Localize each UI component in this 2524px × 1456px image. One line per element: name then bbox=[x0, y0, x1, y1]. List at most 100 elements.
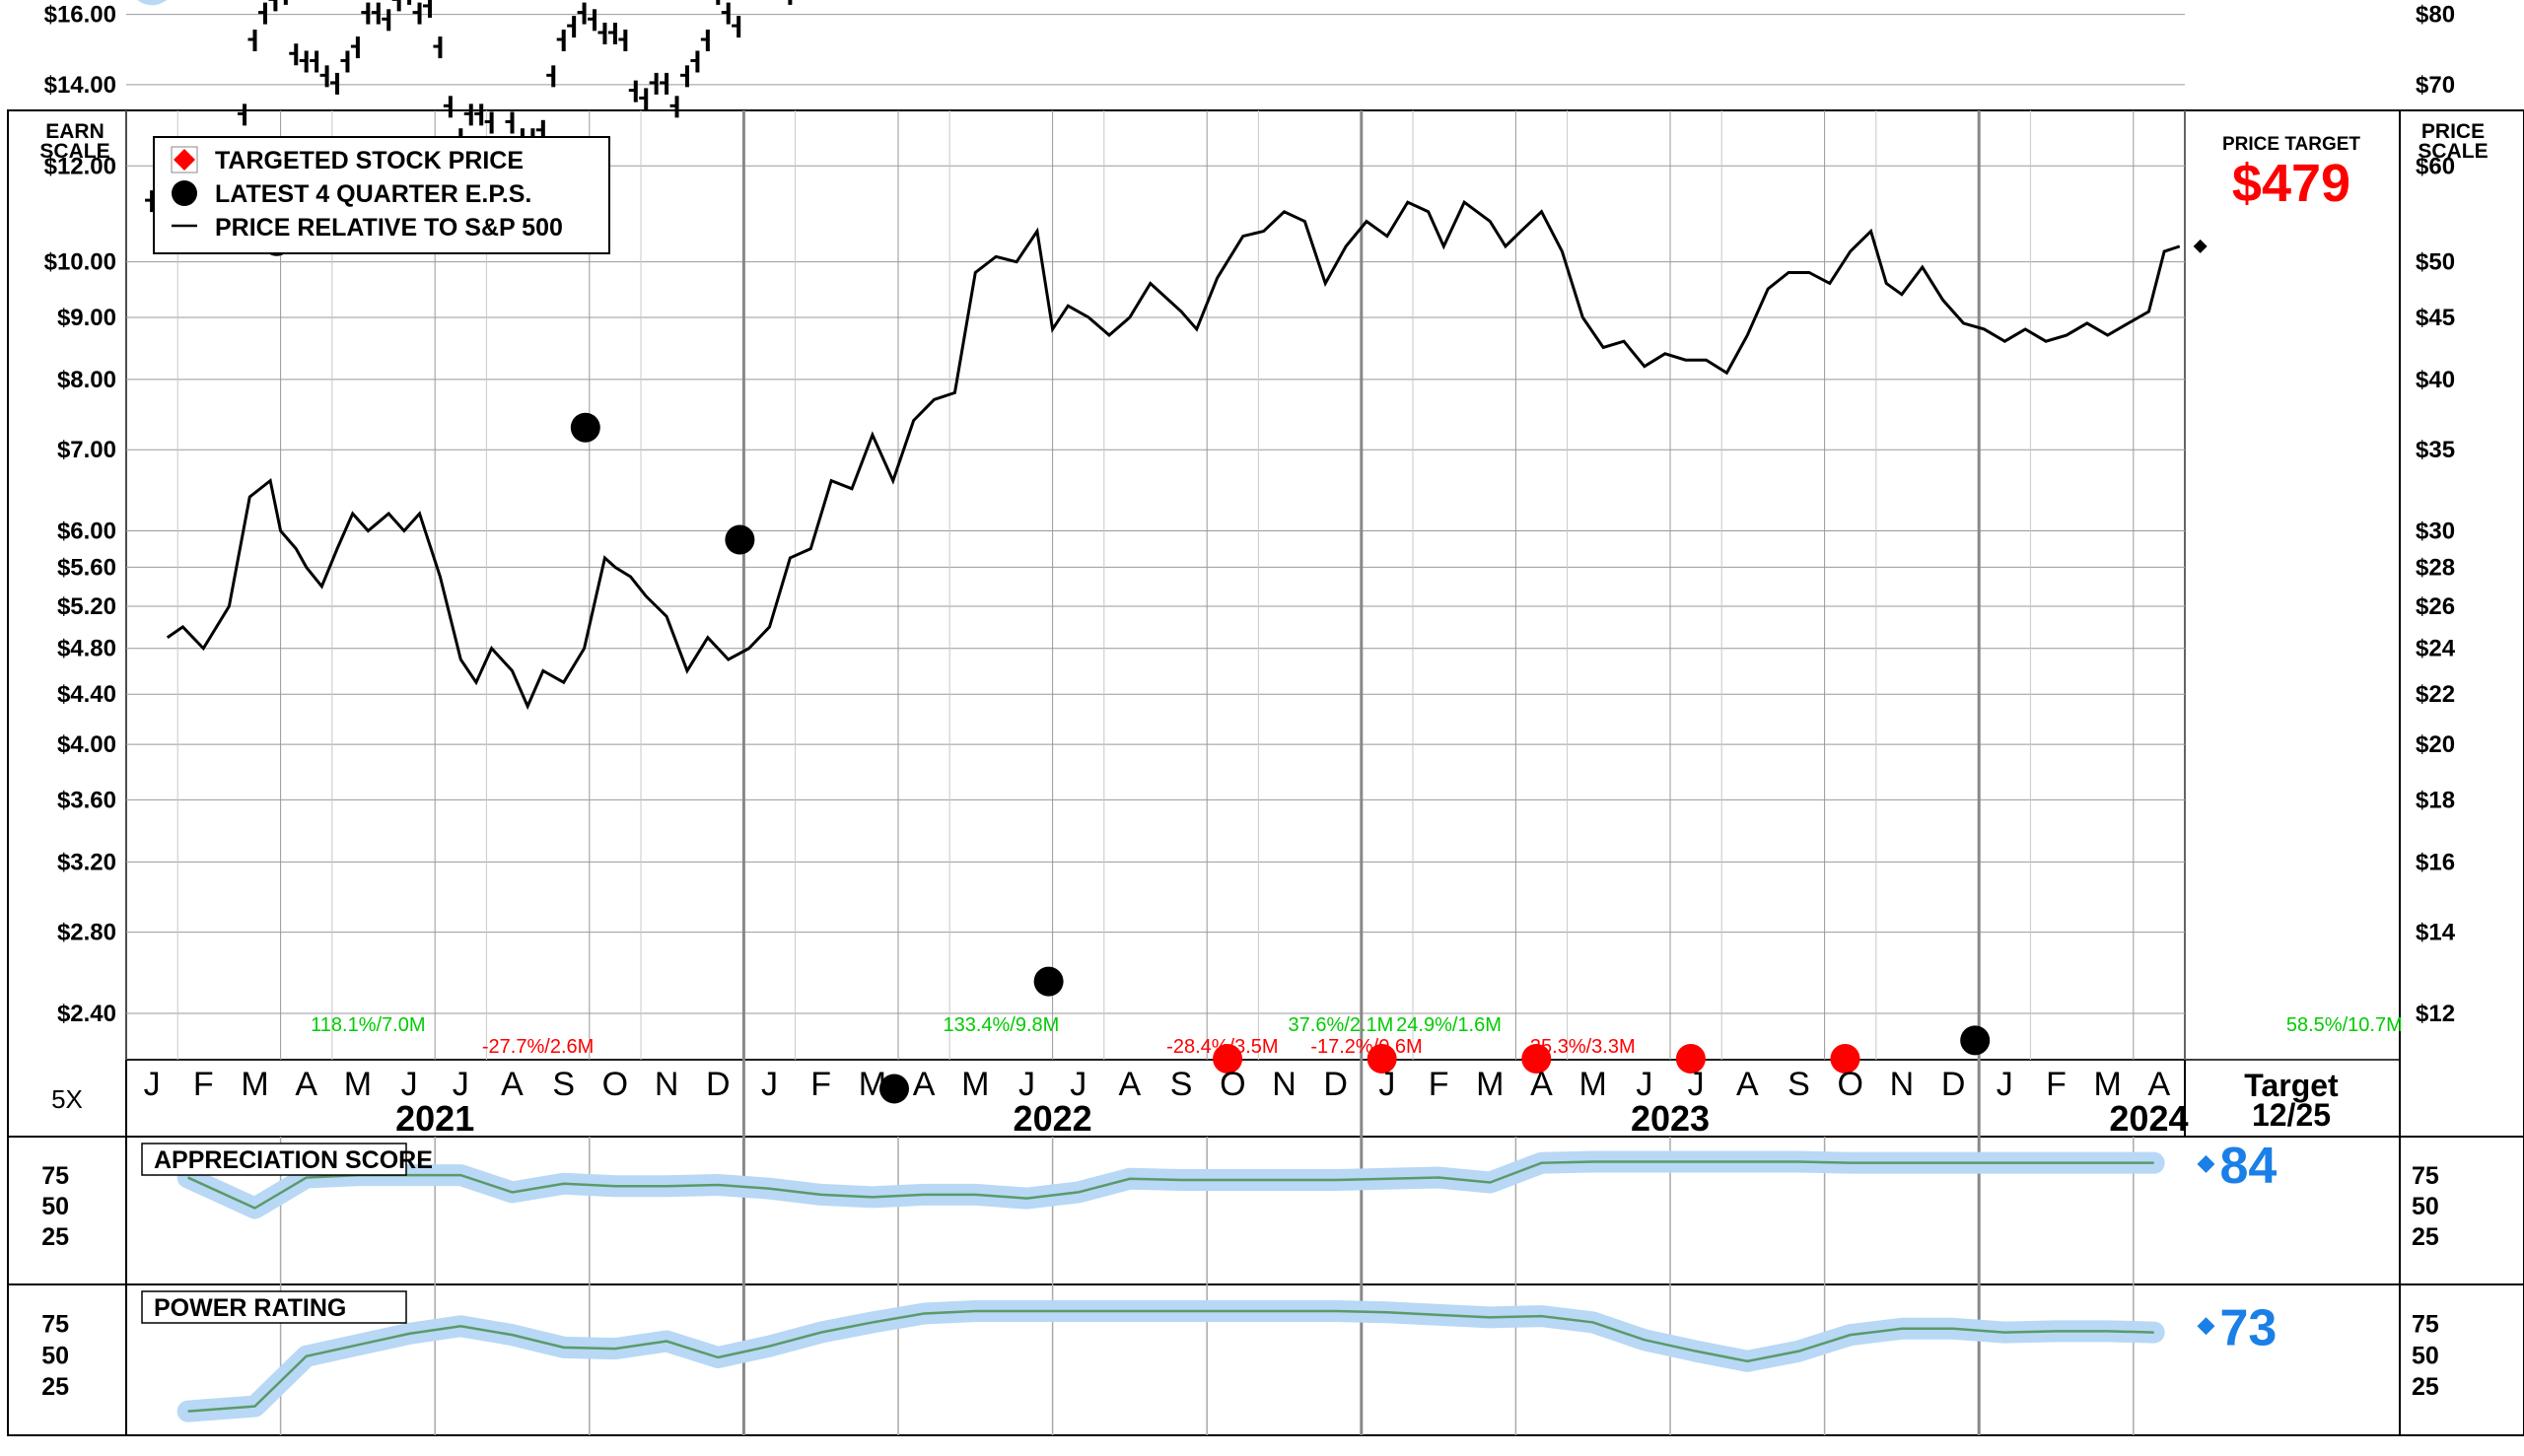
month-label: F bbox=[193, 1066, 214, 1103]
panel-tick-label-right: 75 bbox=[2412, 1311, 2439, 1339]
panel-tick-label-left: 25 bbox=[41, 1373, 69, 1401]
legend-label: LATEST 4 QUARTER E.P.S. bbox=[215, 180, 531, 208]
month-label: F bbox=[810, 1066, 831, 1103]
earn-scale-tick-label: $4.40 bbox=[57, 681, 116, 708]
earn-scale-tick-label: $6.00 bbox=[57, 519, 116, 545]
panel-tick-label-right: 50 bbox=[2412, 1193, 2439, 1220]
month-label: F bbox=[2046, 1066, 2067, 1103]
earn-scale-tick-label: $3.60 bbox=[57, 787, 116, 813]
month-label: O bbox=[1220, 1066, 1245, 1103]
earn-scale-tick-label: $5.20 bbox=[57, 593, 116, 620]
percent-volume-annotation: 118.1%/7.0M bbox=[311, 1014, 425, 1036]
outer-frame bbox=[7, 109, 2524, 1436]
panel-tick-label-left: 50 bbox=[41, 1193, 69, 1220]
month-label: A bbox=[2148, 1066, 2171, 1103]
month-label: A bbox=[295, 1066, 317, 1103]
month-label: S bbox=[1170, 1066, 1193, 1103]
percent-volume-annotation: 37.6%/2.1M bbox=[1289, 1014, 1394, 1036]
price-scale-tick-label: $40 bbox=[2416, 367, 2455, 393]
earn-scale-tick-label: $2.40 bbox=[57, 1001, 116, 1027]
month-label: J bbox=[401, 1066, 418, 1103]
panel-tick-label-left: 50 bbox=[41, 1342, 69, 1369]
month-label: J bbox=[1018, 1066, 1035, 1103]
month-label: N bbox=[655, 1066, 679, 1103]
price-scale-tick-label: $18 bbox=[2416, 787, 2455, 813]
earn-scale-title: EARN bbox=[45, 120, 105, 143]
earnings-marker bbox=[1675, 1044, 1706, 1074]
month-label: J bbox=[1997, 1066, 2013, 1103]
earn-scale-tick-label: $4.80 bbox=[57, 636, 116, 662]
earnings-marker bbox=[1367, 1044, 1397, 1074]
panel-line bbox=[187, 1309, 2154, 1413]
month-label: A bbox=[1736, 1066, 1759, 1103]
month-label: S bbox=[1788, 1066, 1810, 1103]
price-scale-tick-label: $28 bbox=[2416, 554, 2455, 581]
legend-label: PRICE RELATIVE TO S&P 500 bbox=[215, 214, 563, 242]
price-scale-tick-label: $14 bbox=[2416, 920, 2456, 946]
panel-current-value: 84 bbox=[2219, 1138, 2277, 1195]
panel-title: APPRECIATION SCORE bbox=[154, 1146, 433, 1174]
percent-volume-annotation: -28.4%/3.5M bbox=[1166, 1036, 1278, 1058]
price-scale-tick-label: $22 bbox=[2416, 681, 2455, 708]
percent-volume-annotation: 35.3%/3.3M bbox=[1530, 1036, 1636, 1058]
panel-tick-label-left: 75 bbox=[41, 1311, 69, 1339]
month-label: A bbox=[501, 1066, 524, 1103]
price-scale-tick-label: $35 bbox=[2416, 437, 2455, 463]
panel-line bbox=[187, 1160, 2154, 1210]
year-label: 2024 bbox=[2109, 1098, 2188, 1139]
month-label: A bbox=[1530, 1066, 1553, 1103]
month-label: M bbox=[2094, 1066, 2122, 1103]
price-scale-tick-label: $60 bbox=[2416, 153, 2455, 179]
price-scale-tick-label: $26 bbox=[2416, 593, 2455, 620]
month-label: F bbox=[1429, 1066, 1449, 1103]
multiplier-label: 5X bbox=[51, 1084, 83, 1114]
panel-band bbox=[176, 1300, 2165, 1422]
relative-strength-current-marker bbox=[2193, 239, 2208, 253]
legend-label: TARGETED STOCK PRICE bbox=[215, 147, 524, 174]
panel-tick-label-right: 25 bbox=[2412, 1223, 2439, 1251]
earn-scale-tick-label: $14.00 bbox=[44, 72, 116, 99]
year-label: 2021 bbox=[395, 1098, 474, 1139]
panel-tick-label-right: 25 bbox=[2412, 1373, 2439, 1401]
month-label: O bbox=[1837, 1066, 1862, 1103]
price-scale-tick-label: $50 bbox=[2416, 249, 2455, 276]
earn-scale-tick-label: $4.00 bbox=[57, 731, 116, 758]
price-scale-tick-label: $80 bbox=[2416, 2, 2455, 29]
price-scale-tick-label: $30 bbox=[2416, 519, 2455, 545]
month-label: J bbox=[1070, 1066, 1087, 1103]
month-label: A bbox=[913, 1066, 936, 1103]
month-label: M bbox=[241, 1066, 268, 1103]
month-label: D bbox=[1941, 1066, 1966, 1103]
earnings-marker bbox=[1521, 1044, 1552, 1074]
month-label: D bbox=[1323, 1066, 1348, 1103]
month-label: A bbox=[1119, 1066, 1142, 1103]
relative-strength-line bbox=[166, 199, 2181, 711]
earn-scale-tick-label: $5.60 bbox=[57, 554, 116, 581]
eps-dot bbox=[879, 1074, 909, 1104]
price-target-value: $479 bbox=[2232, 154, 2350, 213]
eps-dot bbox=[1960, 1025, 1991, 1056]
month-label: M bbox=[1579, 1066, 1607, 1103]
month-label: M bbox=[1476, 1066, 1504, 1103]
panel-appreciation-score: 75 75 50 50 25 25 APPRECIATION SCORE 84 bbox=[41, 1138, 2439, 1251]
month-label: J bbox=[1688, 1066, 1705, 1103]
price-target-label: PRICE TARGET bbox=[2222, 134, 2360, 155]
percent-volume-annotation: -17.2%/0.6M bbox=[1310, 1036, 1422, 1058]
panel-tick-label-left: 25 bbox=[41, 1223, 69, 1251]
eps-dot bbox=[570, 412, 600, 443]
panel-band bbox=[176, 1150, 2165, 1219]
year-label: 2022 bbox=[1014, 1098, 1092, 1139]
month-label: M bbox=[859, 1066, 886, 1103]
month-label: M bbox=[961, 1066, 989, 1103]
price-scale-tick-label: $24 bbox=[2416, 636, 2456, 662]
legend-eps-icon bbox=[172, 180, 197, 206]
panel-power-rating: 75 75 50 50 25 25 POWER RATING 73 bbox=[41, 1290, 2439, 1422]
percent-volume-annotation: 24.9%/1.6M bbox=[1396, 1014, 1502, 1036]
month-label: D bbox=[706, 1066, 731, 1103]
percent-volume-annotation: -27.7%/2.6M bbox=[482, 1036, 594, 1058]
eps-dot bbox=[1033, 966, 1064, 997]
earn-scale-tick-label: $2.80 bbox=[57, 920, 116, 946]
month-label: J bbox=[453, 1066, 469, 1103]
price-scale-tick-label: $12 bbox=[2416, 1001, 2455, 1027]
